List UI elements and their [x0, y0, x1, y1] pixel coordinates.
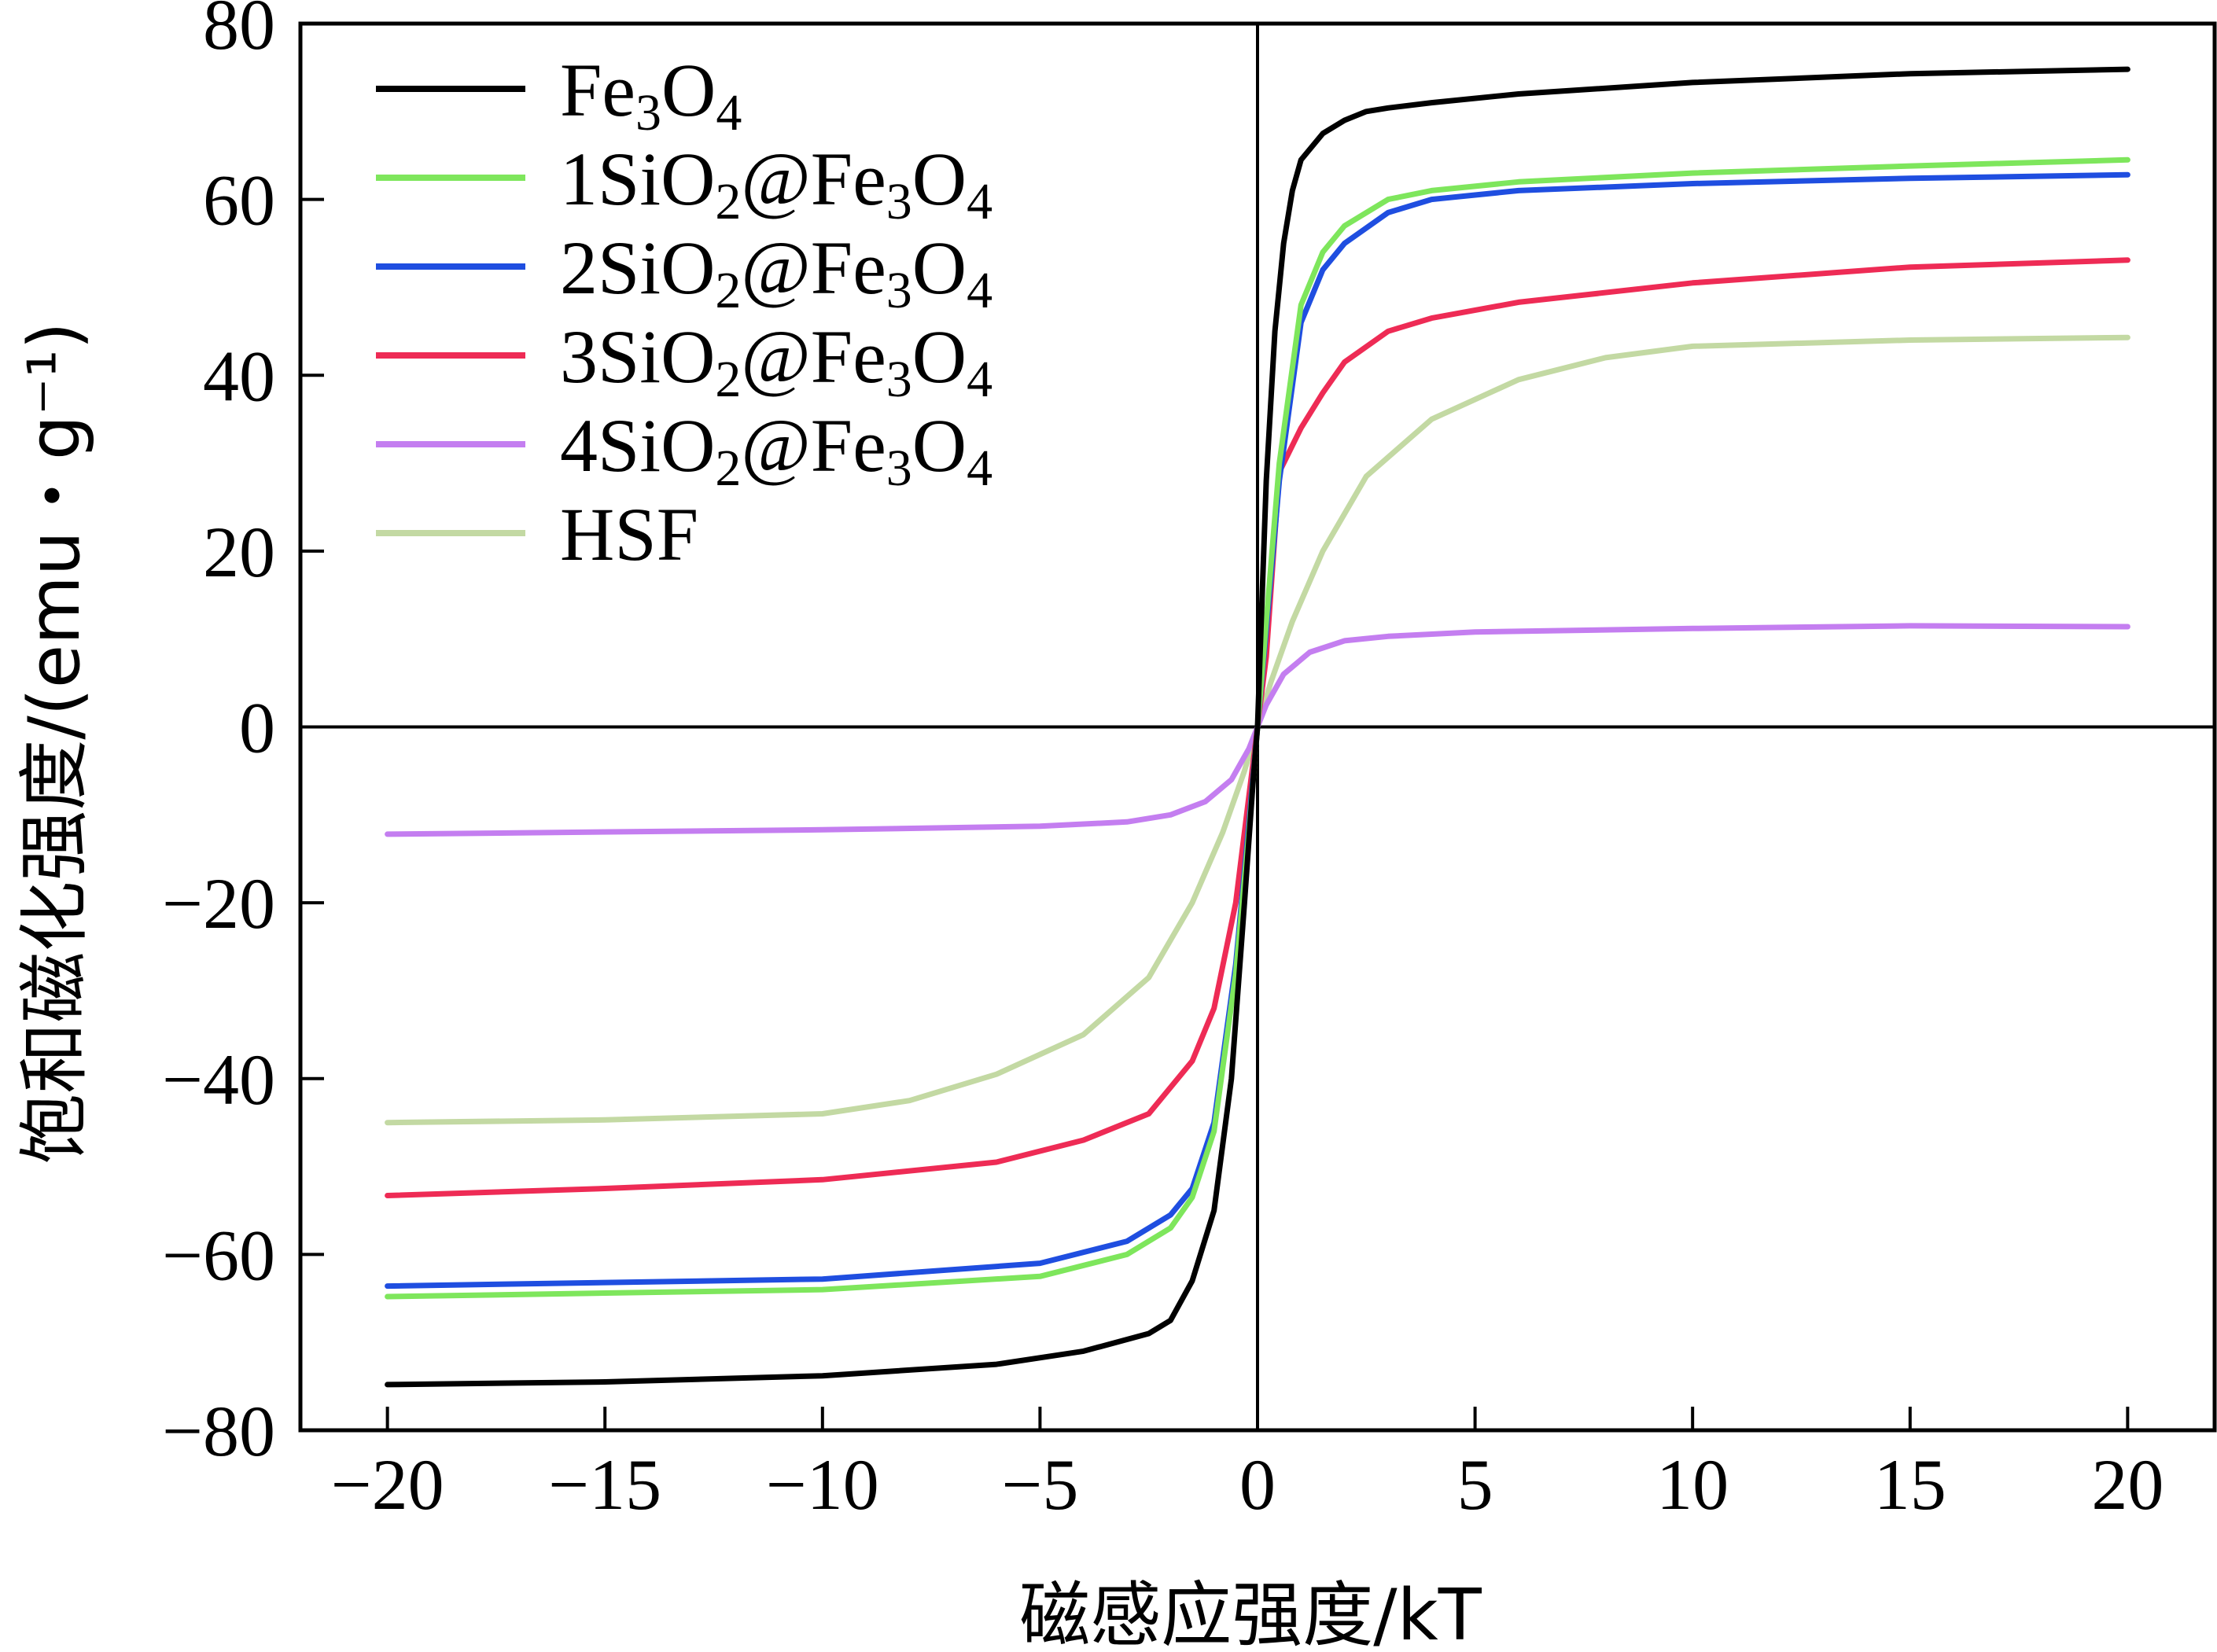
y-tick-label: 40 [203, 336, 275, 416]
series-line-1SiO2@Fe3O4 [385, 156, 2130, 1300]
y-tick-label: −40 [162, 1039, 275, 1120]
y-tick-label: −80 [162, 1391, 275, 1471]
axes: −20 −15 −10 −5 0 5 10 15 20 −80 −60 −40 −20 0 20 40 60 80 [162, 0, 2217, 1525]
x-tick-label: 5 [1457, 1444, 1493, 1525]
legend-label-Fe3O4: Fe3O4 [560, 48, 742, 142]
x-tick-label: −10 [766, 1444, 879, 1525]
legend-label-1SiO2@Fe3O4: 1SiO2@Fe3O4 [560, 137, 992, 230]
legend-label-4SiO2@Fe3O4: 4SiO2@Fe3O4 [560, 403, 992, 497]
y-tick-label: −60 [162, 1215, 275, 1295]
x-axis-title: 磁感应强度/kT [1019, 1574, 1482, 1652]
y-tick-label: 60 [203, 160, 275, 241]
legend-label-2SiO2@Fe3O4: 2SiO2@Fe3O4 [560, 226, 992, 319]
y-tick-label: 80 [203, 0, 275, 64]
x-tick-label: 0 [1239, 1444, 1276, 1525]
x-tick-label: 15 [1874, 1444, 1946, 1525]
x-tick-label: 20 [2091, 1444, 2164, 1525]
y-tick-label: 20 [203, 512, 275, 592]
series-line-Fe3O4 [385, 66, 2130, 1388]
x-tick-label: −20 [331, 1444, 444, 1525]
x-tick-label: −5 [1001, 1444, 1078, 1525]
legend: Fe3O41SiO2@Fe3O42SiO2@Fe3O43SiO2@Fe3O44S… [376, 48, 992, 576]
y-tick-label: 0 [239, 688, 275, 768]
legend-label-HSF: HSF [560, 492, 698, 576]
x-tick-label: 10 [1656, 1444, 1729, 1525]
series-lines [385, 66, 2130, 1388]
y-tick-label: −20 [162, 863, 275, 944]
y-axis-title: 饱和磁化强度/(emu・g⁻¹) [13, 322, 96, 1164]
x-tick-label: −15 [548, 1444, 661, 1525]
legend-label-3SiO2@Fe3O4: 3SiO2@Fe3O4 [560, 315, 992, 408]
series-line-4SiO2@Fe3O4 [385, 623, 2130, 837]
